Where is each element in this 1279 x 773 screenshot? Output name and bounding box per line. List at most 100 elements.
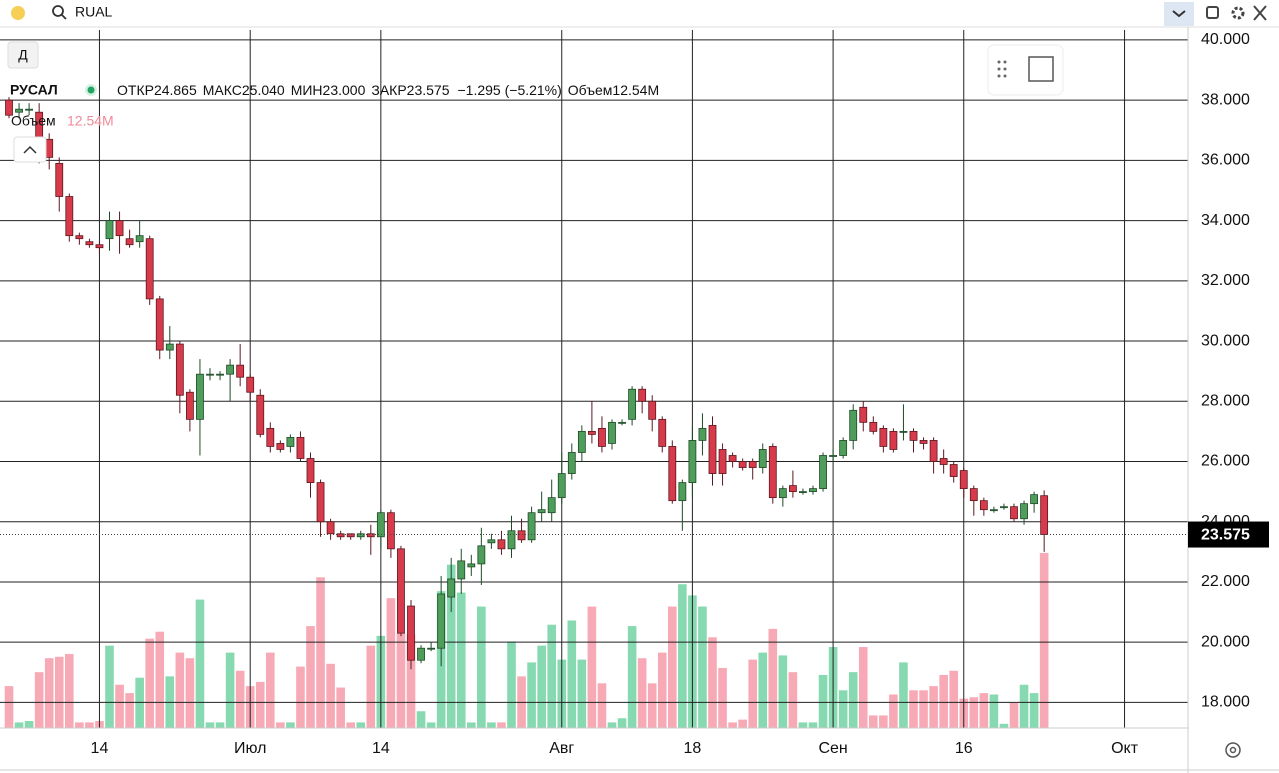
candle-body	[598, 427, 606, 447]
candle-body	[1030, 494, 1038, 505]
interval-text[interactable]: Д	[18, 47, 28, 63]
x-tick-label: Окт	[1111, 740, 1139, 757]
legend-value: 25.040	[242, 82, 285, 98]
drag-handle[interactable]	[997, 60, 1007, 78]
volume-bar	[85, 722, 94, 728]
volume-legend-label: Объем	[11, 113, 56, 129]
candle-body	[447, 578, 456, 598]
volume-legend-value: 12.54M	[67, 113, 114, 129]
x-tick-label: 16	[955, 740, 973, 757]
volume-bar	[487, 722, 496, 728]
candle-body	[316, 482, 325, 523]
volume-bar	[225, 652, 235, 728]
volume-bar	[597, 683, 607, 728]
settings-icon[interactable]	[1225, 742, 1241, 758]
collapse-button[interactable]	[13, 136, 47, 163]
volume-bar	[255, 681, 265, 728]
candle-body	[778, 488, 787, 499]
candle-body	[326, 521, 335, 535]
volume-bar	[647, 683, 657, 728]
interval-button[interactable]	[7, 41, 39, 69]
y-tick-label: 18.000	[1201, 694, 1250, 711]
volume-bar	[105, 645, 114, 728]
volume-bar	[587, 606, 597, 728]
close-button[interactable]	[1253, 5, 1267, 21]
x-tick-label: Сен	[818, 740, 847, 757]
volume-bar	[396, 633, 406, 728]
candle-body	[216, 373, 224, 376]
candle-body	[899, 430, 908, 433]
candle-body	[336, 533, 345, 538]
volume-bar	[75, 722, 84, 728]
volume-bar	[567, 620, 577, 728]
candle-body	[346, 533, 355, 538]
volume-bar	[65, 654, 74, 728]
candle-body	[65, 196, 74, 237]
volume-bar	[899, 662, 908, 728]
volume-bar	[1019, 684, 1029, 728]
candle-body	[809, 488, 817, 493]
candle-body	[728, 455, 737, 462]
volume-bar	[889, 694, 898, 728]
volume-bar	[386, 598, 396, 728]
candle-body	[135, 235, 144, 243]
volume-bar	[235, 670, 245, 728]
settings-button[interactable]	[1231, 6, 1245, 20]
volume-bar	[115, 684, 124, 728]
volume-bar	[708, 637, 717, 728]
top-bar	[0, 0, 1279, 27]
candle-body	[226, 364, 235, 375]
candle-body	[567, 452, 576, 474]
y-tick-label: 40.000	[1201, 31, 1250, 48]
candle-body	[296, 437, 305, 459]
legend-label: ОТКР	[117, 82, 154, 98]
candle-body	[648, 400, 657, 420]
volume-bar	[577, 659, 587, 728]
volume-bar	[728, 722, 737, 728]
volume-bar	[14, 722, 24, 728]
candle-body	[487, 539, 496, 544]
candle-body	[969, 488, 978, 502]
volume-bar	[24, 721, 34, 728]
candle-body	[85, 241, 94, 246]
y-tick-label: 20.000	[1201, 633, 1250, 650]
volume-bar	[949, 670, 958, 728]
volume-bar	[929, 686, 938, 728]
search-icon[interactable]	[52, 5, 64, 17]
volume-bar	[1009, 702, 1019, 728]
candle-body	[417, 647, 425, 661]
candle-body	[688, 440, 697, 483]
legend-change: −1.295 (−5.21%)	[458, 82, 562, 98]
candle-body	[537, 509, 546, 514]
candle-body	[889, 430, 898, 450]
y-tick-label: 26.000	[1201, 453, 1250, 470]
volume-bar	[698, 606, 707, 728]
candle-body	[386, 512, 395, 550]
candle-body	[859, 406, 868, 423]
volume-bar	[678, 584, 687, 728]
candle-body	[819, 455, 827, 490]
volume-bar	[276, 722, 285, 728]
candle-body	[768, 446, 777, 499]
legend-value: 23.000	[323, 82, 366, 98]
candle-body	[185, 391, 194, 420]
volume-bar	[125, 693, 134, 728]
candle-body	[95, 244, 104, 249]
search-text[interactable]: RUAL	[75, 4, 113, 20]
expand-button[interactable]	[1164, 2, 1194, 26]
candle-body	[397, 548, 405, 634]
x-tick-label: 14	[372, 740, 390, 757]
volume-bar	[979, 693, 989, 728]
volume-bar	[406, 634, 416, 728]
window-button[interactable]	[1206, 6, 1219, 19]
plot-area	[0, 30, 1188, 728]
y-tick-label: 38.000	[1201, 91, 1250, 108]
volume-bar	[185, 658, 195, 728]
legend-label: Объем	[568, 82, 613, 98]
x-tick-label: Авг	[549, 740, 574, 757]
volume-bar	[637, 658, 647, 728]
rectangle-tool[interactable]	[1028, 56, 1054, 82]
candle-body	[929, 440, 938, 462]
candle-body	[608, 421, 616, 444]
volume-bar	[145, 638, 154, 728]
